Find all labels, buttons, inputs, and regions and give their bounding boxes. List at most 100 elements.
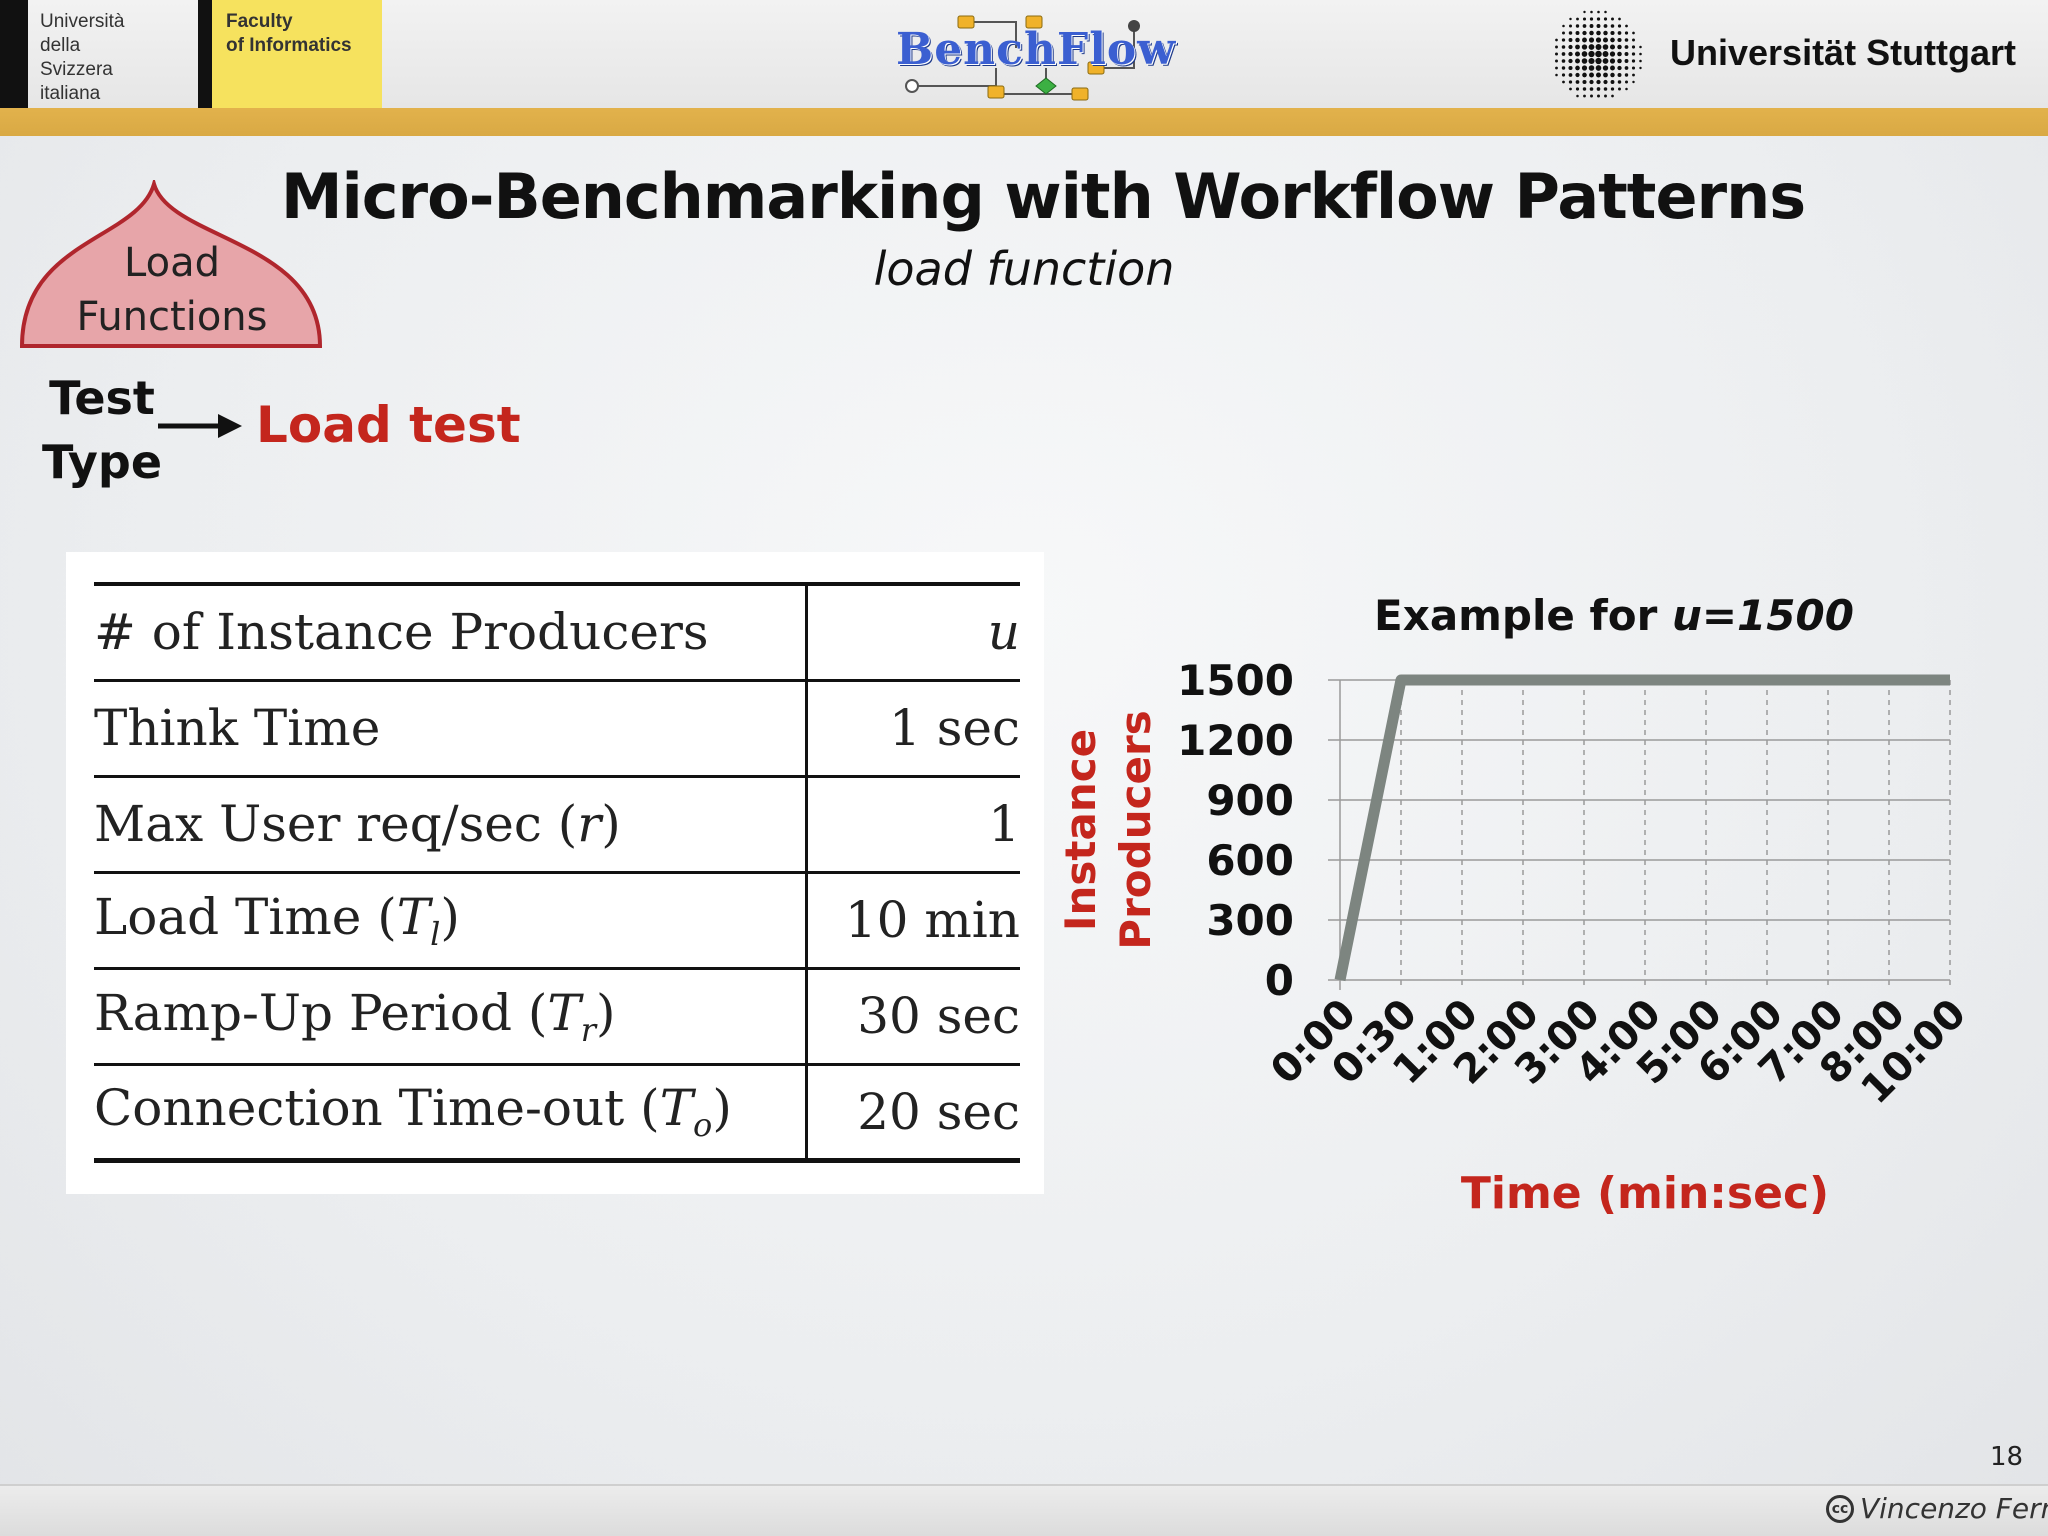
usi-line: Svizzera	[40, 59, 113, 80]
chart-ylabel-line: Instance	[1056, 729, 1105, 931]
chart-xlabel: Time (min:sec)	[1461, 1168, 1829, 1219]
parameter-value-cell: 1	[804, 776, 1020, 872]
usi-line: italiana	[40, 83, 101, 104]
parameter-table: # of Instance Producers u Think Time 1 sec M…	[94, 582, 1020, 1163]
x-tick-label: 2:00	[1445, 991, 1548, 1094]
y-tick-label: 1500	[1177, 656, 1294, 705]
parameter-value: 10 min	[844, 891, 1020, 949]
parameter-label: Connection Time-out (To)	[94, 1064, 806, 1160]
parameter-value: 30 sec	[857, 987, 1020, 1045]
parameter-value: 1 sec	[889, 699, 1020, 757]
parameter-paren: )	[601, 795, 621, 853]
parameter-symbol-subscript: l	[430, 914, 441, 953]
y-tick-label: 1200	[1177, 716, 1294, 765]
test-type-label: Test Type	[42, 366, 162, 494]
parameter-label-text: Ramp-Up Period (	[94, 983, 548, 1042]
page-number: 18	[1990, 1442, 2024, 1472]
x-tick-label: 0:30	[1323, 991, 1426, 1094]
author-name: Vincenzo Ferme	[1860, 1492, 2048, 1525]
table-row: # of Instance Producers u	[94, 584, 1020, 680]
parameter-paren: )	[596, 983, 616, 1042]
parameter-label-text: # of Instance Producers	[94, 603, 709, 662]
table-row: Max User req/sec (r) 1	[94, 776, 1020, 872]
benchflow-logo-text: BenchFlow	[896, 24, 1177, 75]
test-type-value: Load test	[256, 396, 521, 454]
parameter-value-cell: u	[804, 584, 1020, 680]
parameter-label: Think Time	[94, 680, 806, 776]
table-row: Ramp-Up Period (Tr) 30 sec	[94, 968, 1020, 1064]
test-type-line: Test	[49, 371, 155, 425]
faculty-logo: Faculty of Informatics	[212, 0, 382, 108]
parameter-symbol: T	[547, 983, 581, 1042]
parameter-paren: )	[712, 1079, 732, 1137]
parameter-label: Max User req/sec (r)	[94, 776, 806, 872]
parameter-value: u	[987, 603, 1020, 662]
y-tick-label: 300	[1206, 896, 1294, 945]
x-tick-label: 1:00	[1384, 991, 1487, 1094]
badge-line: Load	[124, 240, 220, 286]
x-tick-label: 4:00	[1567, 991, 1670, 1094]
slide-footer	[0, 1486, 2048, 1536]
parameter-value-cell: 10 min	[804, 872, 1020, 968]
table-row: Connection Time-out (To) 20 sec	[94, 1064, 1020, 1160]
x-tick-label: 8:00	[1811, 991, 1914, 1094]
x-tick-label: 6:00	[1689, 991, 1792, 1094]
author-credit: cc Vincenzo Ferme	[1826, 1492, 2048, 1525]
arrow-right-icon	[158, 414, 242, 438]
x-tick-label: 3:00	[1506, 991, 1609, 1094]
chart-tick-labels: 0 300 600 900 1200 1500 0:000:301:002:003:004:…	[1177, 656, 1975, 1113]
y-tick-label: 900	[1206, 776, 1294, 825]
parameter-symbol: T	[659, 1079, 694, 1137]
table-row: Think Time 1 sec	[94, 680, 1020, 776]
parameter-label-text: Max User req/sec (	[94, 795, 578, 853]
header-accent-band	[0, 108, 2048, 136]
usi-logo-text: Università della Svizzera italiana	[40, 10, 124, 106]
parameter-symbol-subscript: r	[580, 1010, 597, 1049]
x-tick-label: 0:00	[1262, 991, 1365, 1094]
faculty-line: Faculty	[226, 11, 293, 32]
parameter-label-text: Connection Time-out (	[94, 1079, 660, 1137]
benchflow-diagram-icon	[905, 15, 1140, 101]
parameter-value: 20 sec	[857, 1082, 1020, 1141]
footer-divider	[0, 1484, 2048, 1486]
y-tick-label: 0	[1265, 956, 1294, 1005]
parameter-value: 1	[988, 795, 1020, 853]
parameter-label: Ramp-Up Period (Tr)	[94, 968, 806, 1064]
usi-logo-bar	[0, 0, 28, 108]
faculty-divider	[198, 0, 212, 108]
parameter-label: Load Time (Tl)	[94, 872, 806, 968]
chart-series	[1334, 674, 1950, 982]
badge-line: Functions	[76, 294, 268, 340]
usi-line: Università	[40, 11, 125, 32]
parameter-value-cell: 1 sec	[804, 680, 1020, 776]
faculty-line: of Informatics	[226, 35, 352, 56]
parameter-label-text: Load Time (	[94, 887, 397, 946]
parameter-symbol-subscript: o	[693, 1106, 713, 1144]
x-tick-label: 5:00	[1628, 991, 1731, 1094]
usi-line: della	[40, 35, 81, 56]
x-tick-label: 7:00	[1750, 991, 1853, 1094]
slide-header: Università della Svizzera italiana Facul…	[0, 0, 2048, 108]
table-row: Load Time (Tl) 10 min	[94, 872, 1020, 968]
parameter-value-cell: 30 sec	[804, 968, 1020, 1064]
benchflow-logo: BenchFlow	[896, 8, 1177, 104]
slide-title: Micro-Benchmarking with Workflow Pattern…	[280, 160, 1806, 233]
cc-icon: cc	[1826, 1494, 1854, 1523]
parameter-paren: )	[440, 887, 460, 946]
chart-title: Example for u=1500	[1374, 591, 1854, 640]
load-functions-badge-shape	[19, 180, 323, 348]
test-type-line: Type	[42, 435, 163, 489]
x-tick-label: 10:00	[1853, 991, 1976, 1114]
chart-gridlines	[1328, 679, 1951, 990]
parameter-label: # of Instance Producers	[94, 584, 806, 680]
stuttgart-logo-text: Universität Stuttgart	[1670, 32, 2017, 73]
load-functions-badge-label: Load Functions	[40, 236, 304, 344]
chart-ylabel-line: Producers	[1111, 710, 1160, 949]
parameter-value-cell: 20 sec	[804, 1064, 1020, 1160]
y-tick-label: 600	[1206, 836, 1294, 885]
load-series-line	[1334, 674, 1950, 982]
parameter-symbol: T	[396, 887, 431, 946]
parameter-label-text: Think Time	[94, 699, 381, 757]
slide-subtitle: load function	[873, 242, 1175, 296]
stuttgart-dots-icon	[1555, 10, 1642, 98]
